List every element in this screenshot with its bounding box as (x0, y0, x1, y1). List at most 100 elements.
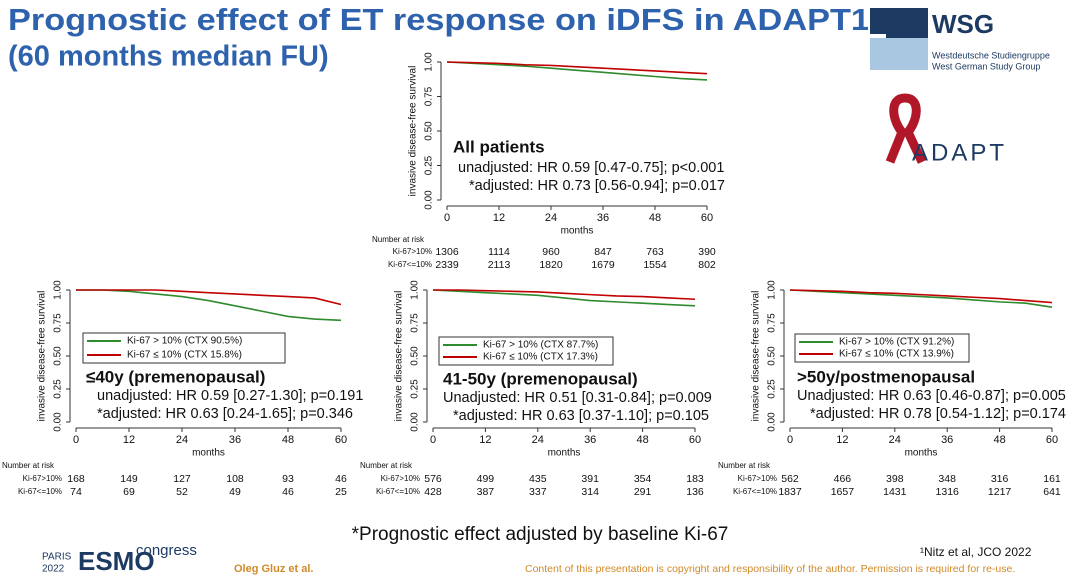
y-tick-label: 0.50 (53, 346, 64, 366)
risk-count: 291 (634, 486, 652, 498)
risk-row-label: Ki-67>10% (381, 474, 420, 483)
y-tick-label: 0.00 (53, 412, 64, 432)
esmo-year: 2022 (42, 564, 65, 575)
x-tick-label: 24 (532, 434, 544, 446)
km-chart: 0.00 0.25 0.50 0.75 1.00 0 12 24 36 48 60 months inv… (360, 280, 712, 498)
x-tick-label: 48 (649, 212, 661, 224)
legend-label: Ki-67 ≤ 10% (CTX 13.9%) (839, 349, 954, 360)
risk-count: 1820 (539, 259, 563, 271)
y-axis-label: invasive disease-free survival (394, 291, 405, 422)
annotation: >50y/postmenopausal (797, 367, 975, 386)
risk-count: 390 (698, 246, 716, 258)
risk-count: 314 (581, 486, 599, 498)
risk-count: 1217 (988, 486, 1012, 498)
annotation: unadjusted: HR 0.59 [0.27-1.30]; p=0.191 (97, 388, 363, 404)
reference: ¹Nitz et al, JCO 2022 (920, 545, 1032, 559)
logo-block (886, 22, 928, 38)
risk-count: 641 (1043, 486, 1061, 498)
risk-count: 74 (70, 486, 82, 498)
risk-count: 1431 (883, 486, 907, 498)
survival-curve (446, 61, 708, 75)
survival-curve (789, 289, 1053, 308)
x-axis-label: months (548, 448, 581, 459)
footnote: *Prognostic effect adjusted by baseline … (352, 524, 729, 545)
y-tick-label: 0.75 (767, 313, 778, 333)
risk-count: 46 (282, 486, 294, 498)
risk-row-label: Ki-67>10% (23, 474, 62, 483)
author: Oleg Gluz et al. (234, 563, 313, 575)
ribbon (885, 93, 927, 164)
x-tick-label: 12 (493, 212, 505, 224)
risk-count: 1114 (488, 246, 510, 258)
annotation: unadjusted: HR 0.59 [0.47-0.75]; p<0.001 (458, 160, 724, 176)
risk-count: 847 (594, 246, 612, 258)
y-tick-label: 0.75 (424, 86, 435, 106)
risk-row-label: Ki-67>10% (738, 474, 777, 483)
legend-label: Ki-67 ≤ 10% (CTX 17.3%) (483, 352, 598, 363)
risk-count: 391 (581, 473, 599, 485)
y-axis-label: invasive disease-free survival (408, 66, 419, 197)
x-tick-label: 60 (335, 434, 347, 446)
risk-count: 69 (123, 486, 135, 498)
esmo-city: PARIS (42, 552, 72, 563)
x-tick-label: 48 (636, 434, 648, 446)
copyright: Content of this presentation is copyrigh… (525, 563, 1015, 575)
x-tick-label: 60 (1046, 434, 1058, 446)
risk-count: 763 (646, 246, 664, 258)
annotation: *adjusted: HR 0.63 [0.37-1.10]; p=0.105 (453, 408, 709, 424)
y-tick-label: 0.00 (767, 412, 778, 432)
y-tick-label: 0.25 (424, 155, 435, 175)
esmo-name: ESMO (78, 546, 155, 575)
risk-count: 316 (991, 473, 1009, 485)
y-tick-label: 0.75 (410, 313, 421, 333)
risk-count: 802 (698, 259, 716, 271)
x-tick-label: 0 (787, 434, 793, 446)
risk-row-label: Ki-67<=10% (376, 487, 420, 496)
risk-count: 466 (834, 473, 852, 485)
x-tick-label: 24 (176, 434, 188, 446)
annotation: *adjusted: HR 0.63 [0.24-1.65]; p=0.346 (97, 406, 353, 422)
x-axis-label: months (192, 448, 225, 459)
risk-count: 49 (229, 486, 241, 498)
survival-curve (446, 61, 708, 81)
risk-count: 108 (226, 473, 244, 485)
x-tick-label: 36 (597, 212, 609, 224)
x-tick-label: 36 (941, 434, 953, 446)
legend-box (438, 336, 614, 366)
x-tick-label: 0 (444, 212, 450, 224)
legend-box (794, 333, 970, 363)
legend-label: Ki-67 > 10% (CTX 91.2%) (839, 337, 954, 348)
slide-title: Prognostic effect of ET response on iDFS… (8, 2, 870, 37)
x-tick-label: 12 (479, 434, 491, 446)
wsg-name: WSG (932, 9, 994, 39)
x-axis-label: months (561, 226, 594, 237)
risk-table-title: Number at risk (718, 461, 771, 470)
risk-count: 1837 (778, 486, 802, 498)
y-tick-label: 0.50 (410, 346, 421, 366)
annotation: *adjusted: HR 0.78 [0.54-1.12]; p=0.174 (810, 406, 1066, 422)
km-chart: 0.00 0.25 0.50 0.75 1.00 0 12 24 36 48 60 months inv… (718, 280, 1066, 498)
legend-box (82, 332, 286, 364)
km-chart: 0.00 0.25 0.50 0.75 1.00 0 12 24 36 48 60 months inv… (372, 52, 725, 271)
x-tick-label: 60 (689, 434, 701, 446)
risk-count: 337 (529, 486, 547, 498)
risk-row-label: Ki-67<=10% (733, 487, 777, 496)
annotation: All patients (453, 137, 545, 156)
survival-curve (76, 289, 342, 306)
risk-count: 576 (424, 473, 442, 485)
risk-count: 435 (529, 473, 547, 485)
y-tick-label: 1.00 (424, 52, 435, 72)
risk-count: 398 (886, 473, 904, 485)
risk-count: 428 (424, 486, 442, 498)
wsg-line: West German Study Group (932, 61, 1040, 71)
risk-count: 960 (542, 246, 560, 258)
slide-subtitle: (60 months median FU) (8, 41, 329, 73)
wsg-logo: WSG Westdeutsche Studiengruppe West Germ… (868, 0, 1080, 80)
survival-curve (432, 289, 696, 307)
esmo-congress: congress (136, 542, 197, 559)
x-tick-label: 0 (73, 434, 79, 446)
risk-table-title: Number at risk (360, 461, 413, 470)
adapt-logo: ADAPT (885, 93, 1004, 166)
wsg-line: Westdeutsche Studiengruppe (932, 50, 1050, 60)
